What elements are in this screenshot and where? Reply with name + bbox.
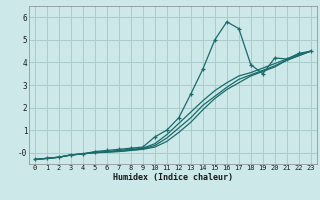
X-axis label: Humidex (Indice chaleur): Humidex (Indice chaleur) <box>113 173 233 182</box>
